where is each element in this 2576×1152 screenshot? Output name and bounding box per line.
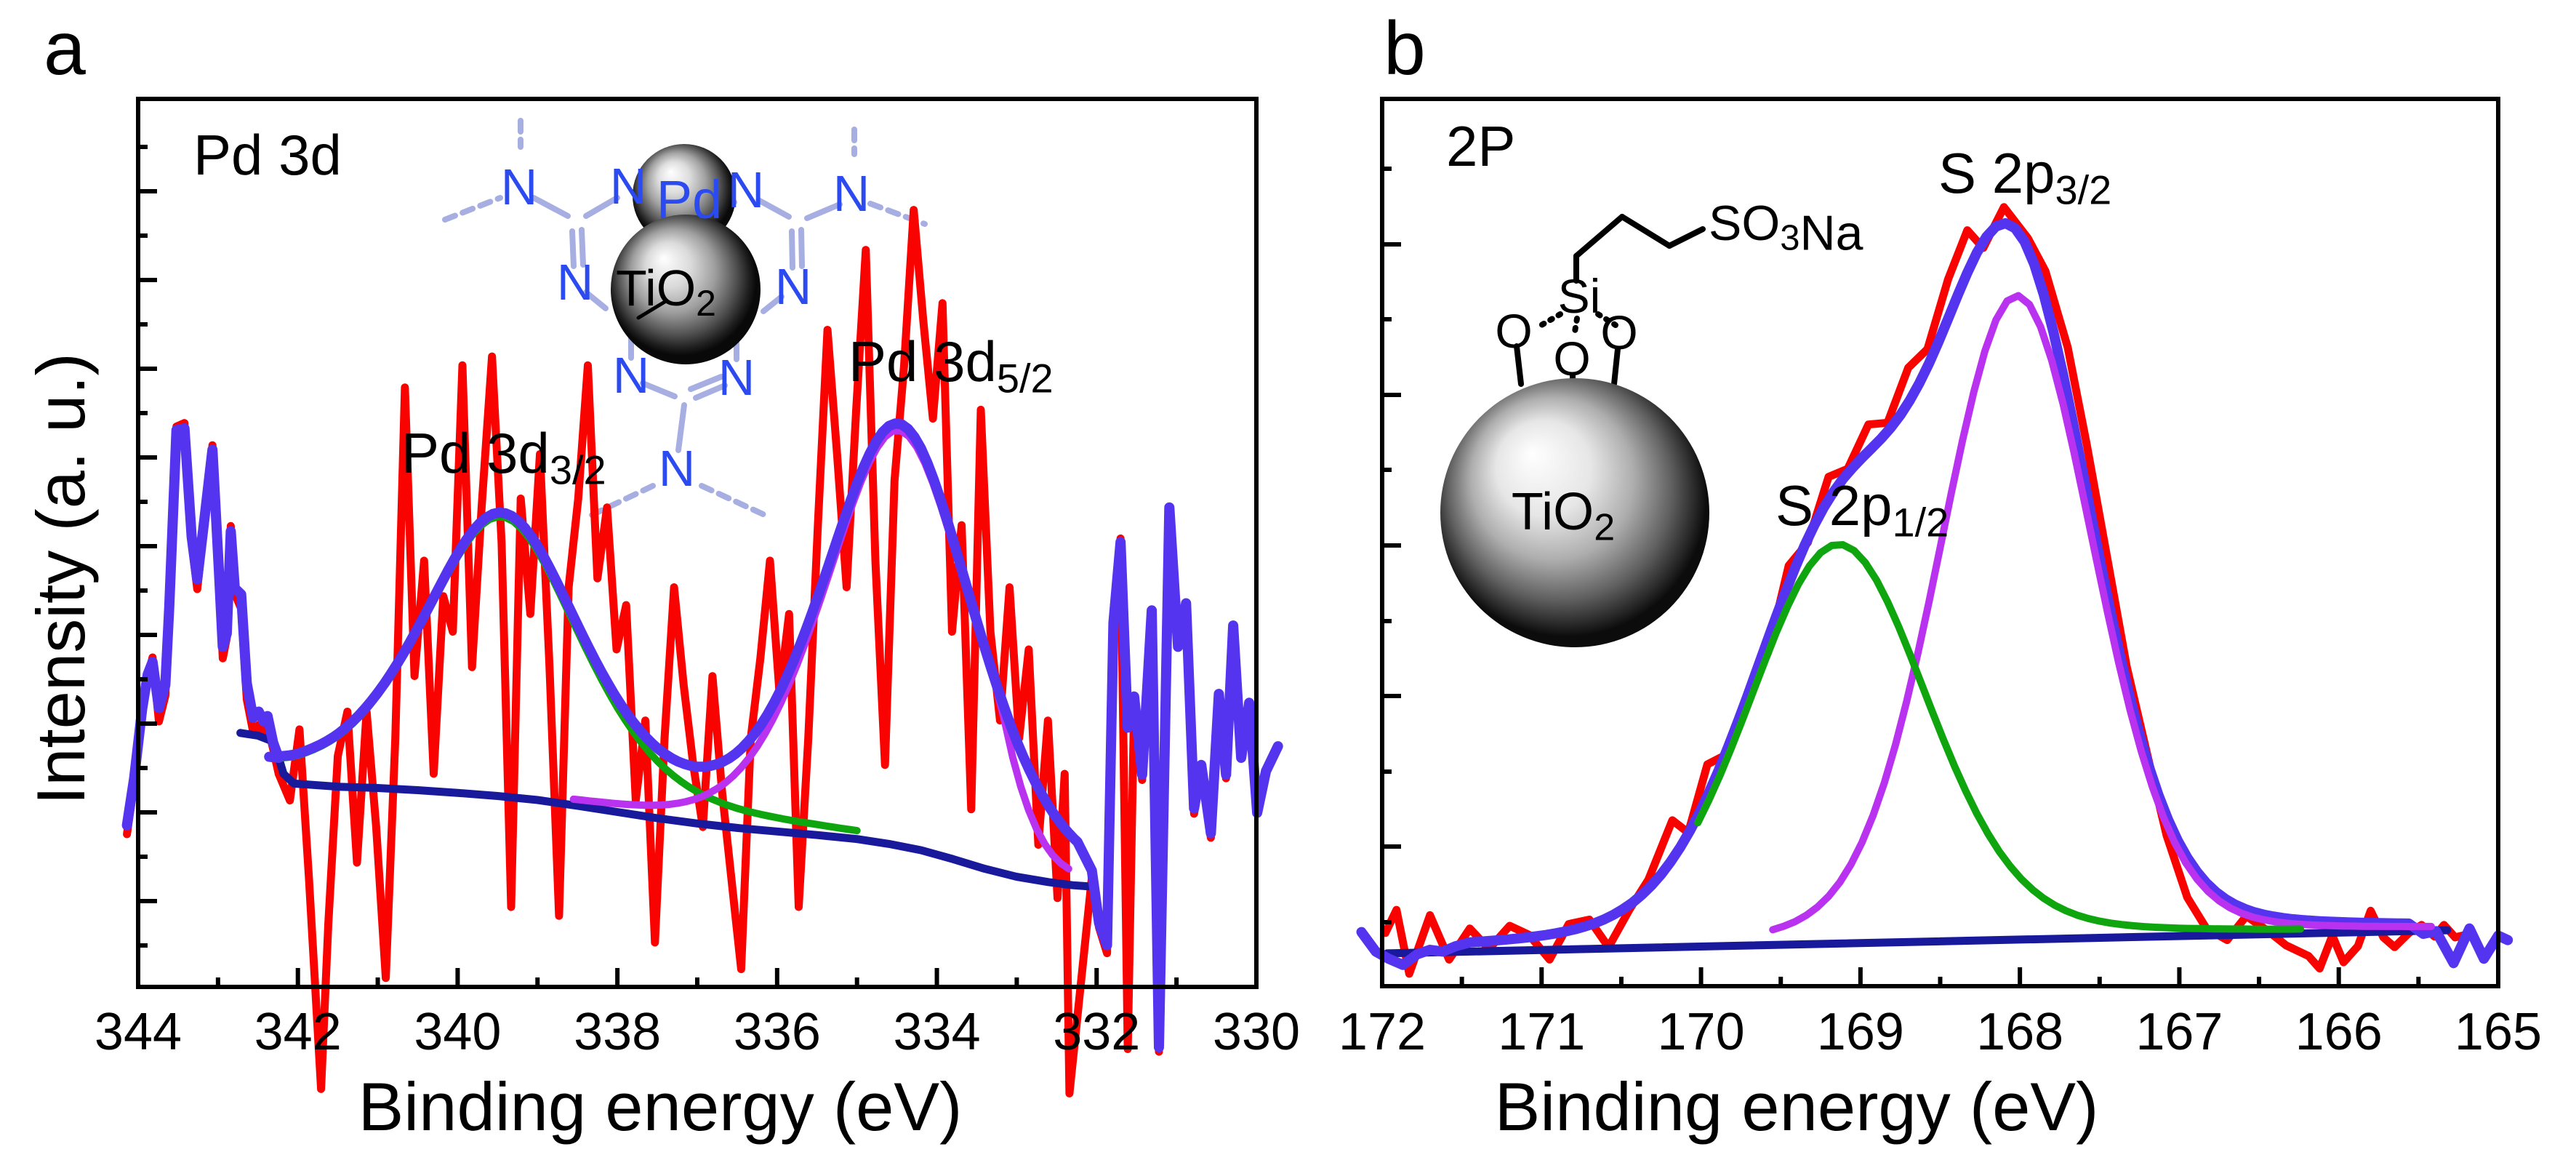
x-tick-label: 330 — [1213, 1003, 1300, 1061]
bond-line — [688, 374, 724, 392]
axis-ticks — [138, 145, 1179, 987]
x-tick-label: 172 — [1339, 1003, 1426, 1061]
bond-line — [1619, 214, 1672, 249]
si-atom-label: Si — [1558, 269, 1601, 323]
bond-line — [579, 227, 586, 268]
x-tick-label: 334 — [894, 1003, 981, 1061]
x-tick-label: 171 — [1498, 1003, 1585, 1061]
x-tick-labels: 172 171 170 169 168 167 166 165 — [1339, 1003, 2542, 1061]
x-axis-title: Binding energy (eV) — [1495, 1068, 2099, 1145]
o-atom-label: O — [1495, 304, 1532, 358]
axis-ticks — [1382, 167, 2421, 986]
series-background — [236, 729, 1096, 891]
label-pd-3d32: Pd 3d3/2 — [401, 421, 606, 493]
tio2-sphere — [611, 215, 761, 364]
x-tick-label: 169 — [1817, 1003, 1904, 1061]
bond-line — [1573, 214, 1625, 259]
bond-line — [1666, 226, 1706, 249]
bond-line — [675, 402, 687, 453]
series-group — [121, 206, 1283, 1097]
bond-line — [1514, 343, 1524, 387]
x-tick-label: 336 — [734, 1003, 821, 1061]
label-2p: 2P — [1446, 114, 1515, 178]
label-s-2p32: S 2p3/2 — [1938, 141, 2111, 213]
label-s-2p12: S 2p1/2 — [1775, 473, 1949, 545]
label-pd-3d52: Pd 3d5/2 — [848, 329, 1054, 401]
bond-line — [442, 195, 503, 223]
series-fit-envelope — [121, 418, 1283, 1052]
x-tick-label: 168 — [1976, 1003, 2063, 1061]
n-atom-label: N — [833, 165, 870, 222]
series-group — [1356, 203, 2513, 978]
o-atom-label: O — [1600, 305, 1637, 359]
x-tick-label: 332 — [1053, 1003, 1140, 1061]
bond-line — [804, 201, 843, 221]
x-tick-label: 340 — [414, 1003, 501, 1061]
x-tick-label: 165 — [2455, 1003, 2542, 1061]
bond-line — [755, 197, 792, 220]
n-atom-label: N — [775, 258, 812, 315]
o-atom-label: O — [1553, 332, 1590, 385]
panel-letter-b: b — [1384, 7, 1426, 91]
series-raw-data — [123, 206, 1230, 1097]
series-fit-envelope — [1356, 217, 2513, 970]
n-atom-label: N — [659, 440, 696, 497]
x-tick-label: 342 — [254, 1003, 342, 1061]
tio2-sphere-label: TiO2 — [1512, 483, 1615, 549]
x-tick-label: 344 — [95, 1003, 182, 1061]
tio2-sphere — [1440, 378, 1709, 647]
bond-line — [789, 228, 795, 271]
bond-line — [1611, 346, 1621, 387]
n-atom-label: N — [501, 159, 538, 215]
x-axis-title: Binding energy (eV) — [358, 1068, 963, 1145]
bond-line — [798, 227, 805, 269]
tio2-sphere-label: TiO2 — [616, 260, 716, 324]
pd-sphere-label: Pd — [657, 169, 723, 230]
series-raw-data — [1381, 203, 2471, 978]
x-tick-labels: 344 342 340 338 336 334 332 330 — [95, 1003, 1300, 1061]
x-tick-label: 170 — [1658, 1003, 1745, 1061]
y-axis-title: Intensity (a. u.) — [23, 353, 99, 805]
bond-line — [761, 294, 785, 314]
bond-line — [1595, 311, 1618, 328]
bond-line — [693, 383, 728, 401]
n-atom-label: N — [557, 254, 594, 311]
bond-line — [1538, 311, 1563, 328]
panel-letter-a: a — [44, 7, 86, 91]
n-atom-label: N — [610, 158, 647, 215]
series-s-2p12-component — [1694, 541, 2305, 933]
bond-line — [569, 228, 577, 269]
bond-line — [699, 483, 771, 519]
n-atom-label: N — [613, 347, 650, 404]
bond-line — [583, 289, 609, 311]
bond-line — [531, 195, 571, 219]
bond-line — [640, 380, 678, 399]
label-pd-3d: Pd 3d — [193, 123, 342, 187]
bond-line — [583, 195, 620, 219]
bond-line — [1571, 316, 1580, 339]
n-atom-label: N — [718, 349, 755, 406]
x-tick-label: 166 — [2295, 1003, 2383, 1061]
x-tick-label: 338 — [574, 1003, 661, 1061]
x-tick-label: 167 — [2135, 1003, 2223, 1061]
n-atom-label: N — [728, 161, 765, 218]
so3na-label: SO3Na — [1709, 196, 1863, 261]
series-s-2p32-component — [1769, 292, 2435, 934]
series-background — [1383, 926, 2452, 958]
sphere-mark — [636, 299, 668, 320]
